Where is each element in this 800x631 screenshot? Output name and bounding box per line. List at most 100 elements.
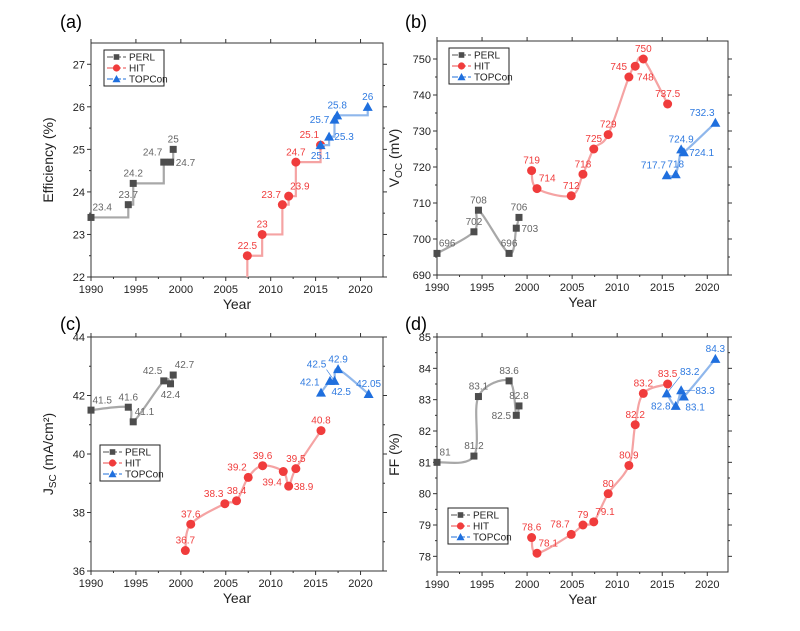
series-perl: 23.423.724.224.724.725 [87,134,196,221]
data-point [670,169,681,179]
x-tick-label: 1990 [79,284,103,296]
data-point [258,461,268,471]
data-label: 41.6 [119,392,139,403]
data-point [512,411,520,419]
y-tick-label: 720 [413,162,431,174]
data-label: 714 [539,174,556,185]
data-label: 718 [575,159,592,170]
data-label: 22.5 [238,241,258,252]
x-tick-label: 1990 [79,578,103,590]
x-tick-label: 2020 [348,284,372,296]
data-label: 39.4 [262,478,282,489]
y-tick-label: 710 [413,198,431,210]
y-tick-label: 730 [413,126,431,138]
data-point [678,147,689,157]
data-label: 38.9 [294,482,314,493]
data-point [362,101,373,111]
data-point [670,400,681,410]
data-point [566,529,576,539]
y-axis-label: Efficiency (%) [40,117,56,202]
data-label: 42.1 [300,378,320,389]
data-point [532,548,542,558]
y-tick-label: 79 [419,520,431,532]
data-label: 703 [521,224,538,235]
data-point [505,377,513,385]
data-point [169,145,177,153]
y-tick-label: 42 [73,391,85,403]
data-label: 737.5 [655,89,680,100]
data-label: 83.1 [685,403,705,414]
x-tick-label: 2015 [303,578,327,590]
series-topcon: 42.142.542.5 42.942.05 [300,354,382,399]
data-label: 696 [439,239,456,250]
data-label: 717.7 [641,160,666,171]
series-line [530,55,669,198]
x-tick-label: 2020 [695,579,719,591]
y-tick-label: 25 [73,144,85,156]
legend-marker-triangle [108,470,117,478]
data-label: 41.5 [92,395,112,406]
data-point [589,517,599,527]
legend-label: TOPCon [473,533,512,544]
data-label: 42.5 [331,387,351,398]
series-hit: 36.7 37.638.3 38.4 39.2 39.6 39.4 38.9 39.5 40.8 [176,416,331,556]
x-tick-label: 2005 [560,282,584,294]
data-label: 83.2 [680,367,700,378]
chart-panel-c: (c)1990 1995 2000 2005 2010 2015 2020363840424… [40,314,387,606]
x-tick-label: 2015 [303,284,327,296]
plot-frame [90,42,384,278]
data-label: 24.7 [176,158,196,169]
data-label: 83.1 [469,382,489,393]
data-point [169,371,177,379]
legend-label: PERL [474,51,501,62]
legend-label: HIT [474,62,490,73]
data-point [663,379,673,389]
data-label: 39.5 [286,454,306,465]
legend-marker-triangle [456,533,465,541]
data-label: 23.9 [290,181,310,192]
y-tick-label: 24 [73,187,85,199]
data-point [603,130,613,140]
data-label: 42.4 [161,390,181,401]
data-label: 82.8 [509,391,529,402]
label-leader-line [666,376,681,394]
x-tick-label: 1995 [124,284,148,296]
y-tick-label: 78 [419,551,431,563]
data-point [661,170,672,180]
data-point [638,54,648,64]
data-point [160,377,168,385]
data-label: 745 [610,62,627,73]
x-tick-label: 2000 [515,579,539,591]
data-label: 42.7 [175,360,195,371]
legend-marker-circle [108,459,117,467]
x-tick-label: 1995 [124,578,148,590]
y-tick-label: 85 [419,332,431,344]
data-point [470,228,478,236]
data-label: 696 [501,239,518,250]
data-point [433,458,441,466]
data-point [512,224,520,232]
data-label: 23.7 [119,190,139,201]
chart-panel-a: (a) 1990 1995 2000 2005 2010 2015 2020 22 23 24 25 2… [40,12,387,312]
plot-frame [436,336,729,573]
data-label: 23.7 [261,190,281,201]
panel-label: (a) [60,12,82,32]
x-tick-label: 1995 [470,282,494,294]
data-label: 724.9 [669,134,694,145]
series-line [530,382,669,555]
x-tick-label: 2020 [348,578,372,590]
data-label: 750 [635,44,652,55]
data-label: 729 [600,120,617,131]
legend-label: TOPCon [125,470,164,481]
y-tick-label: 23 [73,229,85,241]
data-point [624,460,634,470]
data-label: 40.8 [311,416,331,427]
legend-label: HIT [125,459,141,470]
data-point [220,499,230,509]
x-tick-label: 2015 [650,579,674,591]
y-tick-label: 82 [419,426,431,438]
series-hit: 719 714 712 718 725 729 745 748 750 737.5 [523,44,681,201]
